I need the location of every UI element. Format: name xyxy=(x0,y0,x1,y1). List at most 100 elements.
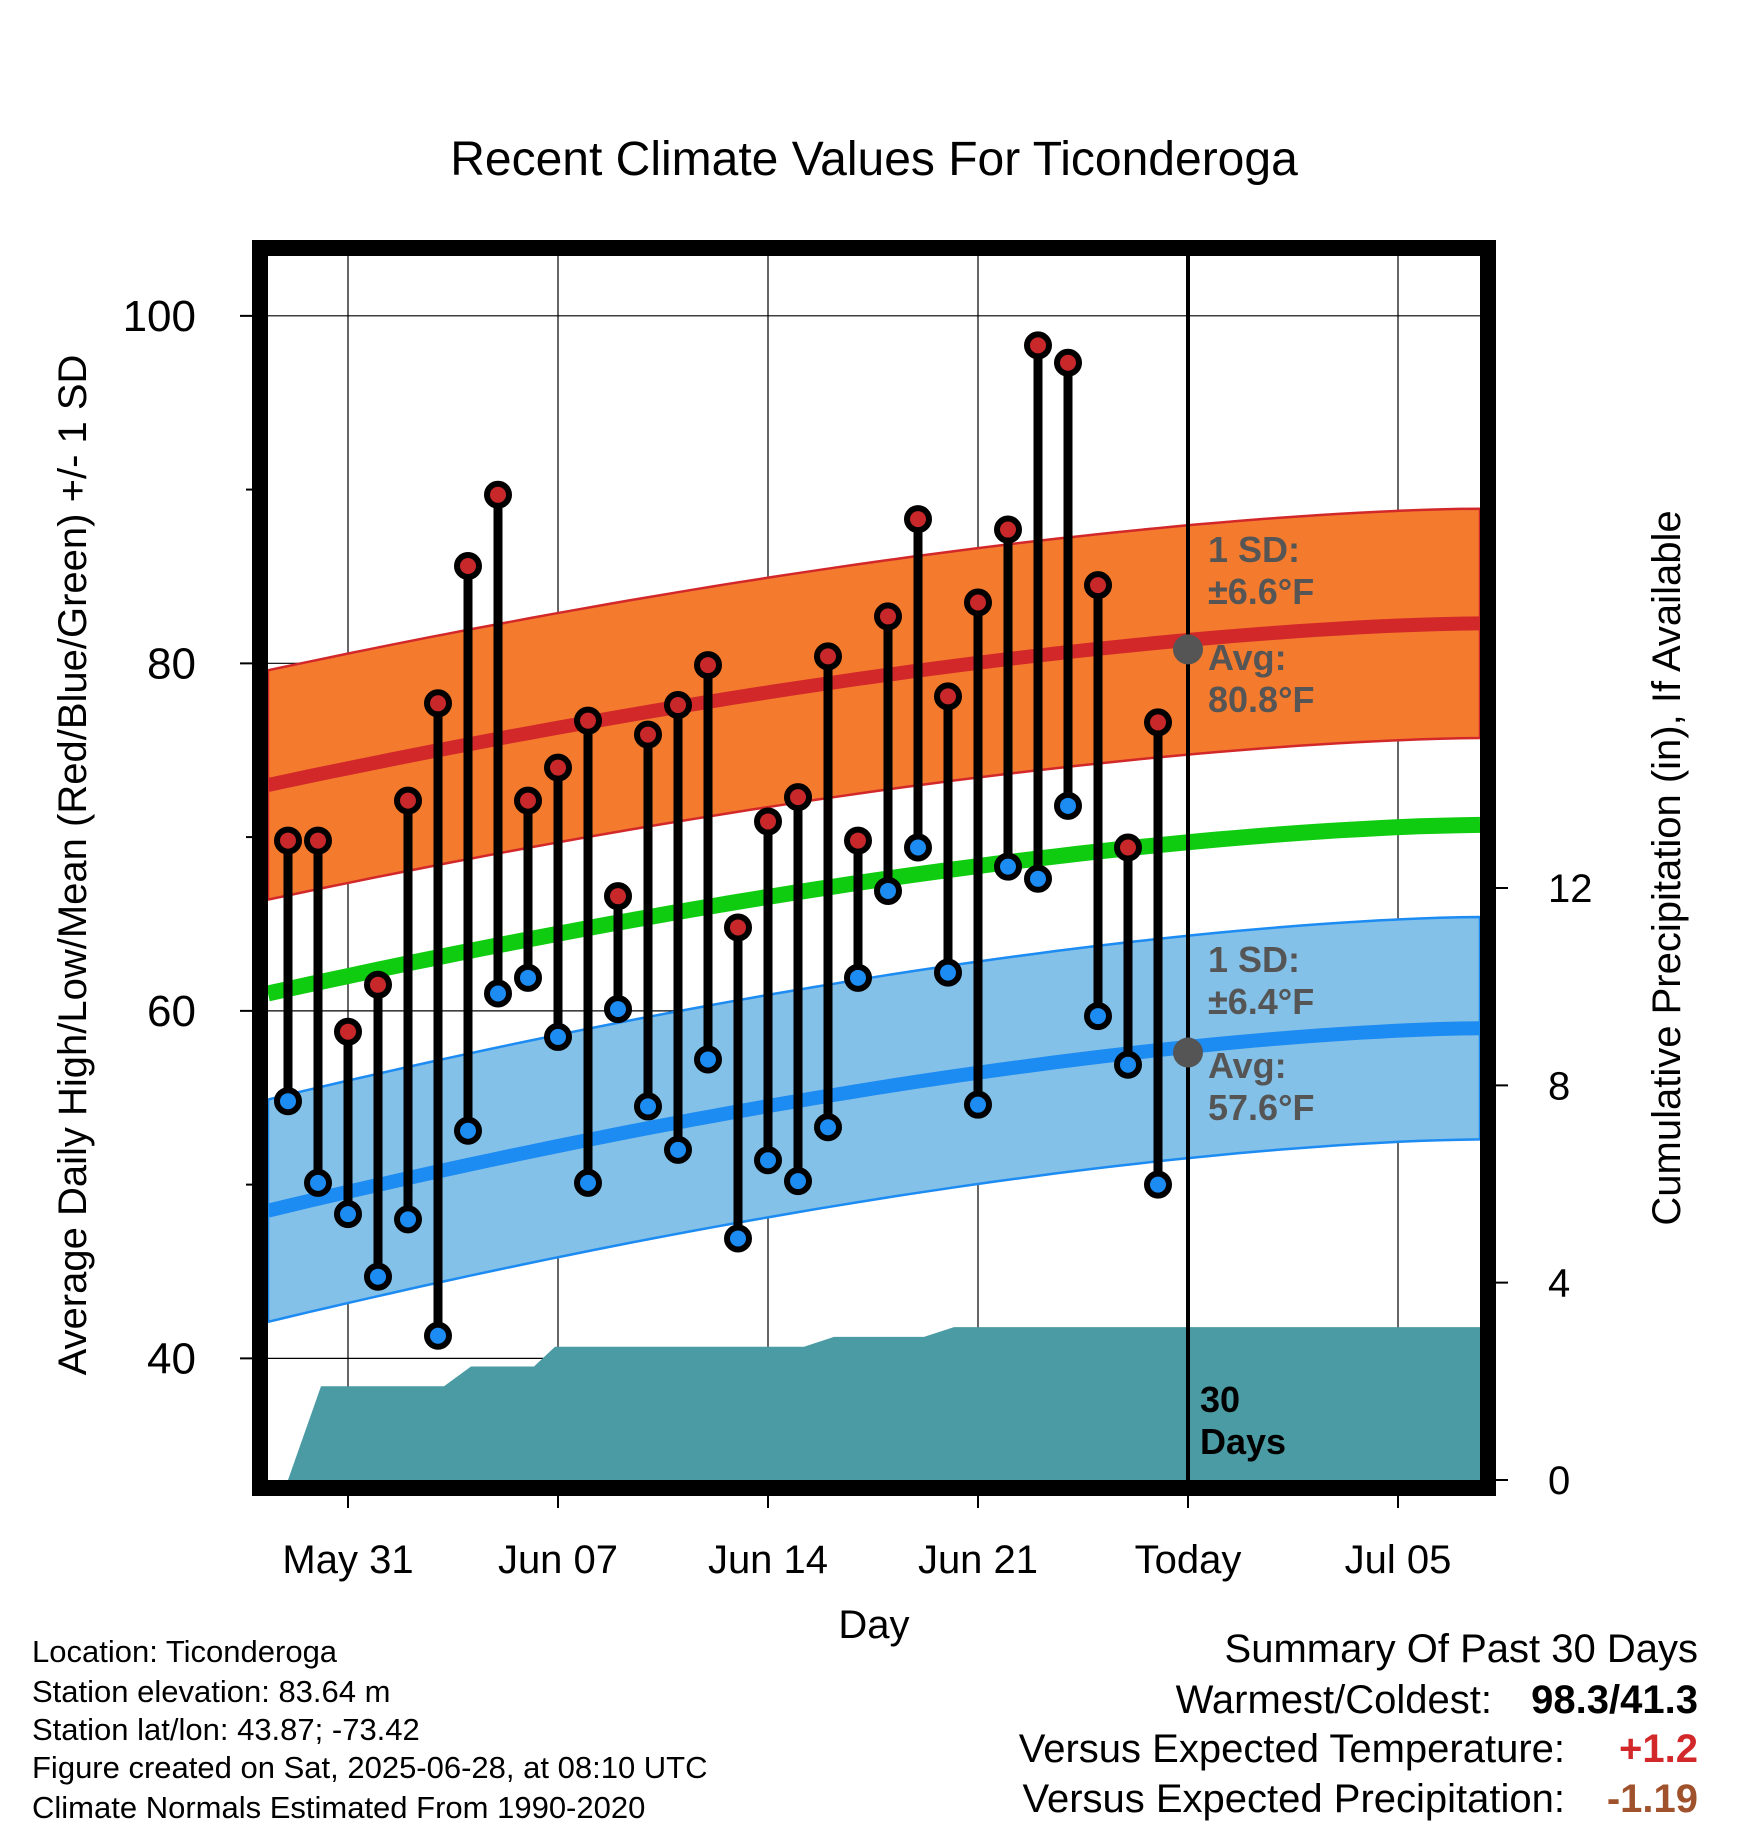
daily-high-point xyxy=(1114,833,1142,862)
daily-low-point xyxy=(484,979,512,1008)
daily-low-point xyxy=(964,1090,992,1119)
footer-normals: Climate Normals Estimated From 1990-2020 xyxy=(32,1790,645,1825)
daily-high-point xyxy=(664,691,692,720)
y-right-tick-label: 4 xyxy=(1548,1262,1570,1306)
high-sd-annotation: ±6.6°F xyxy=(1208,571,1314,612)
daily-low-point xyxy=(754,1146,782,1175)
daily-low-point xyxy=(304,1168,332,1197)
daily-low-point xyxy=(334,1200,362,1229)
x-tick-label: Jun 07 xyxy=(498,1538,618,1582)
daily-low-point xyxy=(1114,1050,1142,1079)
daily-low-point xyxy=(844,963,872,992)
daily-high-point xyxy=(694,651,722,680)
daily-low-point xyxy=(904,833,932,862)
daily-low-point xyxy=(1054,791,1082,820)
daily-low-point xyxy=(574,1168,602,1197)
daily-low-point xyxy=(1024,864,1052,893)
daily-low-point xyxy=(544,1022,572,1051)
x-tick-label: Jul 05 xyxy=(1345,1538,1452,1582)
high-avg-annotation: Avg: xyxy=(1208,637,1287,678)
daily-high-point xyxy=(544,753,572,782)
daily-high-point xyxy=(484,480,512,509)
daily-low-point xyxy=(814,1113,842,1142)
normal-low-line xyxy=(268,1021,1480,1218)
daily-low-point xyxy=(664,1135,692,1164)
low-sd-annotation: 1 SD: xyxy=(1208,939,1300,980)
x-tick-label: May 31 xyxy=(282,1538,413,1582)
daily-low-point xyxy=(994,852,1022,881)
daily-low-point xyxy=(934,958,962,987)
y-right-tick-label: 0 xyxy=(1548,1459,1570,1503)
daily-high-point xyxy=(904,505,932,534)
summary-heading: Summary Of Past 30 Days xyxy=(1225,1627,1698,1671)
daily-high-point xyxy=(964,588,992,617)
daily-high-point xyxy=(934,682,962,711)
daily-high-point xyxy=(784,783,812,812)
summary-precip-label: Versus Expected Precipitation: xyxy=(1022,1777,1565,1821)
axes: May 31 Jun 07 Jun 14 Jun 21 Today Jul 0510080… xyxy=(123,292,1593,1582)
daily-high-point xyxy=(844,826,872,855)
x-tick-label: Today xyxy=(1135,1538,1242,1582)
daily-high-point xyxy=(874,602,902,631)
low-avg-annotation: Avg: xyxy=(1208,1045,1287,1086)
daily-high-point xyxy=(604,882,632,911)
daily-high-point xyxy=(1084,571,1112,600)
footer-elevation: Station elevation: 83.64 m xyxy=(32,1674,390,1709)
high-avg-annotation: 80.8°F xyxy=(1208,679,1314,720)
daily-low-point xyxy=(454,1116,482,1145)
daily-low-point xyxy=(274,1087,302,1116)
daily-low-point xyxy=(364,1262,392,1291)
y-left-tick-label: 40 xyxy=(147,1334,196,1383)
today-days-label: Days xyxy=(1200,1421,1286,1462)
daily-low-point xyxy=(604,995,632,1024)
low-avg-annotation: 57.6°F xyxy=(1208,1087,1314,1128)
x-tick-label: Jun 21 xyxy=(918,1538,1038,1582)
summary-temp-value: +1.2 xyxy=(1619,1727,1698,1771)
daily-low-point xyxy=(514,963,542,992)
daily-low-point xyxy=(724,1224,752,1253)
daily-high-point xyxy=(1144,708,1172,737)
y-axis-left-label: Average Daily High/Low/Mean (Red/Blue/Gr… xyxy=(51,355,95,1376)
summary-temp-label: Versus Expected Temperature: xyxy=(1019,1727,1565,1771)
daily-high-point xyxy=(994,515,1022,544)
y-axis-right-label: Cumulative Precipitation (in), If Availa… xyxy=(1645,510,1689,1225)
summary-warm-cold-label: Warmest/Coldest: xyxy=(1176,1678,1492,1722)
daily-high-point xyxy=(1024,331,1052,360)
daily-high-point xyxy=(514,786,542,815)
daily-high-point xyxy=(1054,348,1082,377)
precipitation-area xyxy=(288,1327,1480,1480)
low-sd-annotation: ±6.4°F xyxy=(1208,981,1314,1022)
summary-warm-cold-value: 98.3/41.3 xyxy=(1531,1678,1698,1722)
daily-high-point xyxy=(394,786,422,815)
today-high-avg-marker xyxy=(1173,634,1203,665)
y-left-tick-label: 80 xyxy=(147,639,196,688)
summary-panel: Summary Of Past 30 Days Warmest/Coldest:… xyxy=(1019,1627,1698,1821)
y-left-tick-label: 100 xyxy=(123,292,196,341)
footer-info: Location: Ticonderoga Station elevation:… xyxy=(32,1634,708,1825)
daily-high-point xyxy=(634,720,662,749)
daily-low-point xyxy=(424,1321,452,1350)
daily-high-point xyxy=(334,1017,362,1046)
daily-low-point xyxy=(394,1205,422,1234)
y-right-tick-label: 12 xyxy=(1548,867,1593,911)
daily-high-point xyxy=(364,970,392,999)
footer-created: Figure created on Sat, 2025-06-28, at 08… xyxy=(32,1750,708,1785)
daily-high-point xyxy=(274,826,302,855)
plot-frame xyxy=(252,240,1496,1496)
daily-low-point xyxy=(1144,1170,1172,1199)
chart-title: Recent Climate Values For Ticonderoga xyxy=(450,133,1298,186)
daily-high-point xyxy=(574,706,602,735)
y-right-tick-label: 8 xyxy=(1548,1064,1570,1108)
daily-points xyxy=(274,331,1172,1350)
daily-range-stems xyxy=(283,345,1163,1336)
high-sd-annotation: 1 SD: xyxy=(1208,529,1300,570)
daily-high-point xyxy=(754,807,782,836)
y-left-tick-label: 60 xyxy=(147,987,196,1036)
footer-location: Location: Ticonderoga xyxy=(32,1634,338,1669)
cumulative-precip-area xyxy=(288,1327,1480,1480)
x-axis-label: Day xyxy=(838,1603,909,1647)
daily-high-point xyxy=(724,913,752,942)
today-low-avg-marker xyxy=(1173,1037,1203,1068)
footer-latlon: Station lat/lon: 43.87; -73.42 xyxy=(32,1712,420,1747)
